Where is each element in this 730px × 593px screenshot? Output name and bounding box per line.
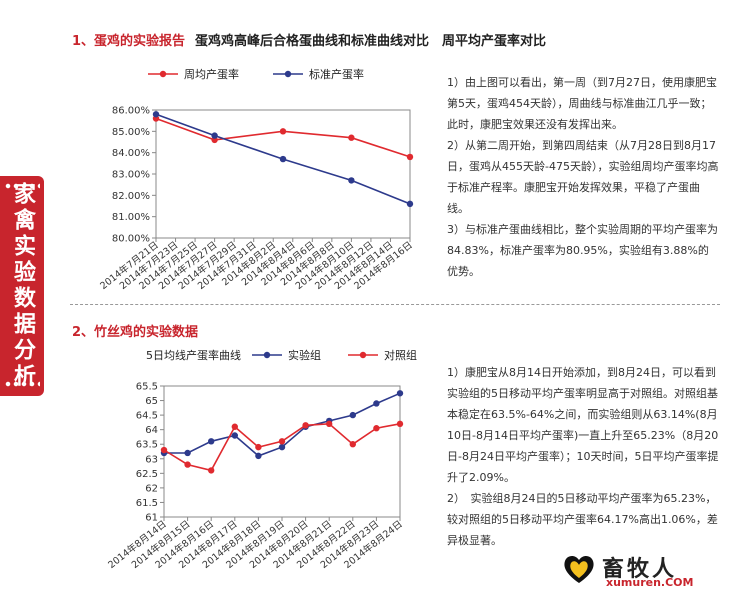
data-point-2 bbox=[349, 441, 356, 448]
sidebar-dots-bottom bbox=[4, 380, 40, 388]
section2-heading: 2、竹丝鸡的实验数据 bbox=[72, 321, 198, 340]
y-tick-label: 61 bbox=[145, 513, 158, 524]
data-point-2 bbox=[302, 422, 309, 429]
y-tick-label: 84.00% bbox=[112, 148, 150, 159]
y-tick-label: 63.5 bbox=[136, 440, 158, 451]
section1-description: 1）由上图可以看出，第一周（到7月27日，使用康肥宝第5天，蛋鸡454天龄），周… bbox=[447, 72, 719, 282]
section1-paragraph: 1）由上图可以看出，第一周（到7月27日，使用康肥宝第5天，蛋鸡454天龄），周… bbox=[447, 76, 717, 131]
legend-swatch-marker bbox=[284, 70, 292, 78]
series-line-1 bbox=[155, 117, 411, 158]
logo-url: xumuren.COM bbox=[606, 576, 694, 589]
data-point-2 bbox=[160, 446, 168, 454]
sidebar-tab: 家禽实验数据分析 bbox=[0, 176, 44, 396]
legend-swatch-marker bbox=[159, 70, 167, 78]
data-point-2 bbox=[231, 423, 238, 430]
y-tick-label: 80.00% bbox=[112, 234, 150, 245]
data-point-1 bbox=[396, 390, 404, 397]
section1-paragraph: 2）从第二周开始，到第四周结束（从7月28日到8月17日，蛋鸡从455天龄-47… bbox=[447, 139, 719, 215]
heart-icon bbox=[564, 555, 594, 583]
data-point-2 bbox=[208, 467, 215, 474]
data-point-2 bbox=[373, 425, 380, 432]
section1-title: 1、蛋鸡的实验报告 bbox=[72, 34, 186, 49]
plot-frame bbox=[163, 385, 401, 518]
chart-1: 80.00% 81.00% 82.00% 83.00% 84.00% 85.00% 86.0… bbox=[98, 67, 415, 292]
chart-2: 6161.56262.56363.56464.56565.52014年8月14日… bbox=[106, 348, 417, 571]
y-tick-label: 81.00% bbox=[112, 212, 150, 223]
data-point-1 bbox=[255, 452, 262, 460]
data-point-1 bbox=[348, 134, 355, 141]
sidebar-label: 家禽实验数据分析 bbox=[10, 182, 35, 390]
y-tick-label: 65 bbox=[145, 396, 158, 407]
brand-logo: 畜牧人 xumuren.COM bbox=[556, 551, 724, 591]
data-point-2 bbox=[348, 177, 355, 184]
logo-text: 畜牧人 bbox=[602, 557, 678, 582]
y-tick-label: 62 bbox=[145, 483, 158, 494]
legend-label: 周均产蛋率 bbox=[184, 67, 239, 81]
y-tick-label: 82.00% bbox=[112, 191, 150, 202]
y-tick-label: 64.5 bbox=[136, 411, 158, 422]
data-point-2 bbox=[406, 200, 414, 208]
data-point-2 bbox=[326, 420, 333, 428]
section1-paragraph: 3）与标准产蛋曲线相比，整个实验周期的平均产蛋率为84.83%，标准产蛋率为80… bbox=[447, 223, 718, 278]
data-point-2 bbox=[152, 111, 160, 118]
y-tick-label: 61.5 bbox=[136, 498, 158, 509]
chart-title: 5日均线产蛋率曲线 bbox=[146, 348, 241, 362]
section-divider bbox=[70, 304, 720, 305]
data-point-2 bbox=[396, 420, 404, 428]
legend-swatch-marker bbox=[263, 351, 271, 359]
section2-title: 2、竹丝鸡的实验数据 bbox=[72, 325, 199, 340]
section2-paragraph: 2） 实验组8月24日的5日移动平均产蛋率为65.23%，较对照组的5日移动平均… bbox=[447, 492, 718, 547]
data-point-1 bbox=[349, 411, 356, 419]
y-tick-label: 63 bbox=[145, 454, 158, 465]
y-tick-label: 85.00% bbox=[112, 127, 150, 138]
data-point-1 bbox=[208, 438, 215, 445]
data-point-1 bbox=[279, 128, 287, 135]
legend-swatch-marker bbox=[359, 351, 367, 359]
y-tick-label: 65.5 bbox=[136, 382, 158, 393]
data-point-1 bbox=[373, 400, 380, 407]
section2-description: 1）康肥宝从8月14日开始添加，到8月24日，可以看到实验组的5日移动平均产蛋率… bbox=[447, 362, 719, 551]
data-point-1 bbox=[184, 449, 191, 457]
section1-subtitle: 蛋鸡鸡高峰后合格蛋曲线和标准曲线对比 周平均产蛋率对比 bbox=[195, 34, 547, 49]
y-tick-label: 86.00% bbox=[112, 106, 150, 117]
data-point-2 bbox=[279, 155, 287, 163]
legend-label: 对照组 bbox=[384, 348, 417, 362]
legend-label: 标准产蛋率 bbox=[309, 67, 364, 81]
data-point-2 bbox=[278, 438, 286, 445]
legend-label: 实验组 bbox=[288, 348, 321, 362]
data-point-2 bbox=[211, 132, 218, 139]
y-tick-label: 62.5 bbox=[136, 469, 158, 480]
sidebar-dots-top bbox=[4, 182, 40, 190]
data-point-2 bbox=[184, 461, 191, 468]
section1-heading: 1、蛋鸡的实验报告 蛋鸡鸡高峰后合格蛋曲线和标准曲线对比 周平均产蛋率对比 bbox=[72, 30, 546, 49]
data-point-1 bbox=[231, 432, 238, 439]
y-tick-label: 83.00% bbox=[112, 170, 150, 181]
section2-paragraph: 1）康肥宝从8月14日开始添加，到8月24日，可以看到实验组的5日移动平均产蛋率… bbox=[447, 366, 719, 484]
data-point-2 bbox=[255, 443, 262, 451]
data-point-1 bbox=[406, 153, 414, 161]
y-tick-label: 64 bbox=[145, 425, 158, 436]
data-point-1 bbox=[278, 443, 286, 451]
